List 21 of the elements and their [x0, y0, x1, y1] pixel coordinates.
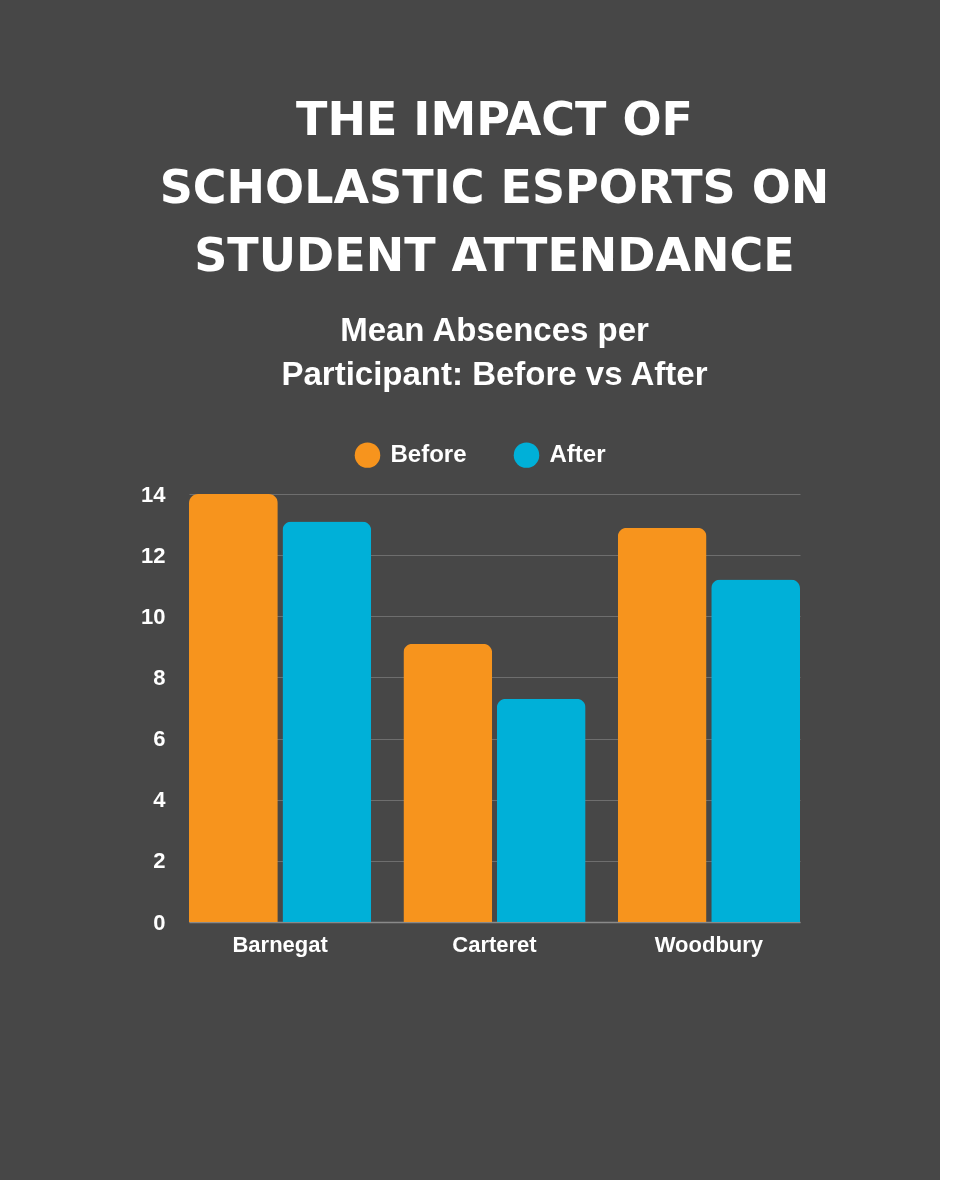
- y-tick-label: 4: [153, 787, 167, 813]
- legend-label: Before: [390, 440, 467, 468]
- chart-subtitle: Mean Absences per Participant: Before vs After: [281, 311, 708, 392]
- x-tick-label: Woodbury: [654, 931, 764, 957]
- y-tick-label: 0: [153, 909, 166, 935]
- bar: [617, 527, 707, 922]
- bar: [711, 579, 800, 922]
- y-tick-label: 14: [141, 481, 167, 507]
- chart-title: THE IMPACT OF SCHOLASTIC ESPORTS ON STUDENT ATTENDANCE: [159, 92, 830, 282]
- x-tick-label: Barnegat: [232, 931, 329, 957]
- bar: [496, 698, 586, 922]
- bar: [189, 494, 278, 922]
- y-tick-label: 12: [141, 542, 166, 568]
- bar: [403, 643, 493, 922]
- y-tick-label: 8: [153, 664, 166, 690]
- y-tick-label: 2: [153, 848, 166, 874]
- bar: [282, 521, 372, 922]
- y-tick-label: 6: [153, 726, 166, 752]
- legend-label: After: [549, 440, 606, 468]
- y-tick-label: 10: [141, 603, 166, 629]
- x-tick-label: Carteret: [452, 931, 538, 957]
